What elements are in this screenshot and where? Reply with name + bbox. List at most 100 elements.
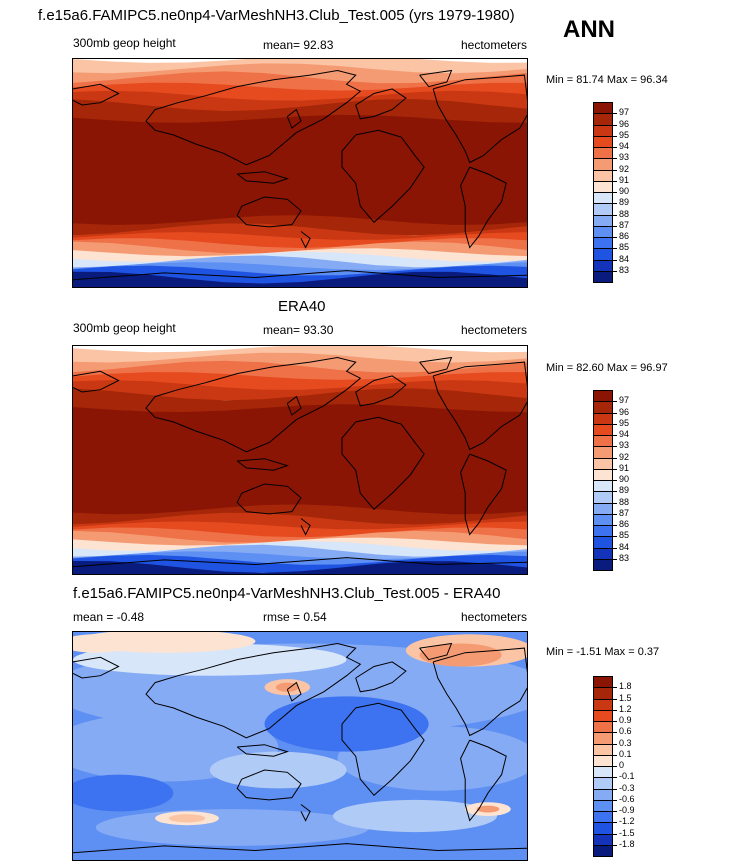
panel3-units-label: hectometers bbox=[461, 610, 528, 624]
colorbar-box bbox=[593, 844, 613, 857]
panel1-mean-label: mean= 92.83 bbox=[263, 38, 334, 52]
coastline-0 bbox=[145, 642, 362, 739]
colorbar-tick-label: 97 bbox=[619, 395, 630, 406]
panel2-minmax-label: Min = 82.60 Max = 96.97 bbox=[546, 362, 668, 374]
colorbar-tick-label: 95 bbox=[619, 417, 630, 428]
colorbar-tick bbox=[613, 214, 617, 216]
colorbar-tick bbox=[613, 491, 617, 493]
colorbar-tick bbox=[613, 468, 617, 470]
colorbar-box bbox=[593, 270, 613, 283]
colorbar-tick bbox=[613, 124, 617, 126]
colorbar-tick-label: -1.8 bbox=[619, 838, 635, 849]
coastline-9 bbox=[236, 458, 289, 471]
colorbar-tick-label: 91 bbox=[619, 174, 630, 185]
coastline-7 bbox=[419, 69, 453, 88]
colorbar-tick-label: 96 bbox=[619, 406, 630, 417]
colorbar-tick bbox=[613, 558, 617, 560]
coastline-8 bbox=[73, 656, 120, 679]
colorbar-tick-label: -0.6 bbox=[619, 793, 635, 804]
colorbar-tick-label: 90 bbox=[619, 474, 630, 484]
colorbar-tick-label: 89 bbox=[619, 485, 630, 496]
colorbar-tick-label: 83 bbox=[619, 552, 630, 563]
colorbar-tick-label: 96 bbox=[619, 118, 630, 129]
panel2-title: ERA40 bbox=[278, 298, 326, 315]
coastline-4 bbox=[460, 453, 507, 536]
colorbar-tick bbox=[613, 698, 617, 700]
colorbar-tick bbox=[613, 525, 617, 526]
colorbar-tick-label: -1.5 bbox=[619, 827, 635, 838]
colorbar-tick bbox=[613, 833, 617, 835]
colorbar-tick-label: -0.3 bbox=[619, 782, 635, 793]
panel2-units-label: hectometers bbox=[461, 323, 528, 337]
diff-region-7 bbox=[209, 751, 347, 789]
colorbar-tick-label: 91 bbox=[619, 462, 630, 473]
colorbar-box bbox=[593, 558, 613, 571]
colorbar-tick-label: 1.2 bbox=[619, 703, 632, 714]
colorbar-tick bbox=[613, 777, 617, 779]
coastline-4 bbox=[460, 739, 507, 822]
coastline-11 bbox=[300, 518, 311, 536]
colorbar-tick bbox=[613, 180, 617, 182]
colorbar-tick bbox=[613, 822, 617, 824]
colorbar-tick-label: 87 bbox=[619, 507, 630, 518]
colorbar-tick-label: -0.1 bbox=[619, 771, 635, 782]
colorbar-tick bbox=[613, 435, 617, 436]
colorbar-tick-label: 94 bbox=[619, 429, 630, 439]
colorbar-tick bbox=[613, 754, 617, 756]
panel3-title: f.e15a6.FAMIPC5.ne0np4-VarMeshNH3.Club_T… bbox=[73, 585, 501, 602]
colorbar-tick-label: -1.2 bbox=[619, 816, 635, 827]
coastline-2 bbox=[355, 661, 407, 693]
colorbar-tick-label: 95 bbox=[619, 129, 630, 140]
coastline-0 bbox=[145, 69, 362, 166]
colorbar-tick bbox=[613, 844, 617, 846]
coastline-3 bbox=[432, 74, 527, 164]
diff-region-4 bbox=[264, 696, 429, 752]
colorbar-tick-label: 88 bbox=[619, 208, 630, 219]
coastline-5 bbox=[236, 769, 302, 801]
colorbar-tick-label: 1.8 bbox=[619, 681, 632, 692]
panel1-colorbar: 97 96 95 94 93 92 91 90 89 88 87 86 85 84 83 bbox=[593, 102, 629, 283]
panel1-title: f.e15a6.FAMIPC5.ne0np4-VarMeshNH3.Club_T… bbox=[38, 7, 515, 24]
colorbar-tick bbox=[613, 270, 617, 272]
season-label: ANN bbox=[563, 16, 615, 43]
panel2-map bbox=[72, 345, 528, 575]
colorbar-tick-label: 85 bbox=[619, 242, 630, 253]
colorbar-tick bbox=[613, 423, 617, 425]
colorbar-tick bbox=[613, 732, 617, 734]
colorbar-tick bbox=[613, 147, 617, 148]
contour-band-6 bbox=[73, 114, 527, 226]
coastline-3 bbox=[432, 361, 527, 451]
panel3-map bbox=[72, 631, 528, 861]
colorbar-tick bbox=[613, 192, 617, 193]
colorbar-tick bbox=[613, 799, 617, 801]
colorbar-tick bbox=[613, 412, 617, 414]
colorbar-tick-label: 1.5 bbox=[619, 692, 632, 703]
colorbar-tick bbox=[613, 248, 617, 250]
coastline-6 bbox=[73, 843, 527, 854]
diff-region-18 bbox=[73, 634, 133, 653]
colorbar-tick bbox=[613, 237, 617, 238]
colorbar-tick bbox=[613, 457, 617, 459]
colorbar-tick-label: 86 bbox=[619, 519, 630, 529]
coastline-0 bbox=[145, 356, 362, 453]
panel3-colorbar: 1.8 1.5 1.2 0.9 0.6 0.3 0.1 0 -0.1 -0.3 -0.6 -0.9 -1… bbox=[593, 676, 635, 857]
colorbar-tick bbox=[613, 135, 617, 137]
colorbar-tick-label: 93 bbox=[619, 440, 630, 451]
colorbar-tick-label: 84 bbox=[619, 253, 630, 264]
coastline-1 bbox=[341, 129, 425, 224]
coastline-5 bbox=[236, 196, 302, 228]
panel2-variable-label: 300mb geop height bbox=[73, 321, 176, 335]
colorbar-tick-label: 0.1 bbox=[619, 748, 632, 759]
coastline-10 bbox=[286, 681, 302, 702]
coastline-9 bbox=[236, 171, 289, 184]
diff-region-3 bbox=[95, 809, 370, 846]
colorbar-tick bbox=[613, 536, 617, 538]
coastline-7 bbox=[419, 356, 453, 375]
coastline-2 bbox=[355, 375, 407, 407]
colorbar-tick bbox=[613, 169, 617, 171]
colorbar-tick bbox=[613, 158, 617, 160]
coastline-5 bbox=[236, 483, 302, 515]
diff-region-16 bbox=[476, 805, 500, 813]
panel1-variable-label: 300mb geop height bbox=[73, 36, 176, 50]
colorbar-tick bbox=[613, 709, 617, 711]
